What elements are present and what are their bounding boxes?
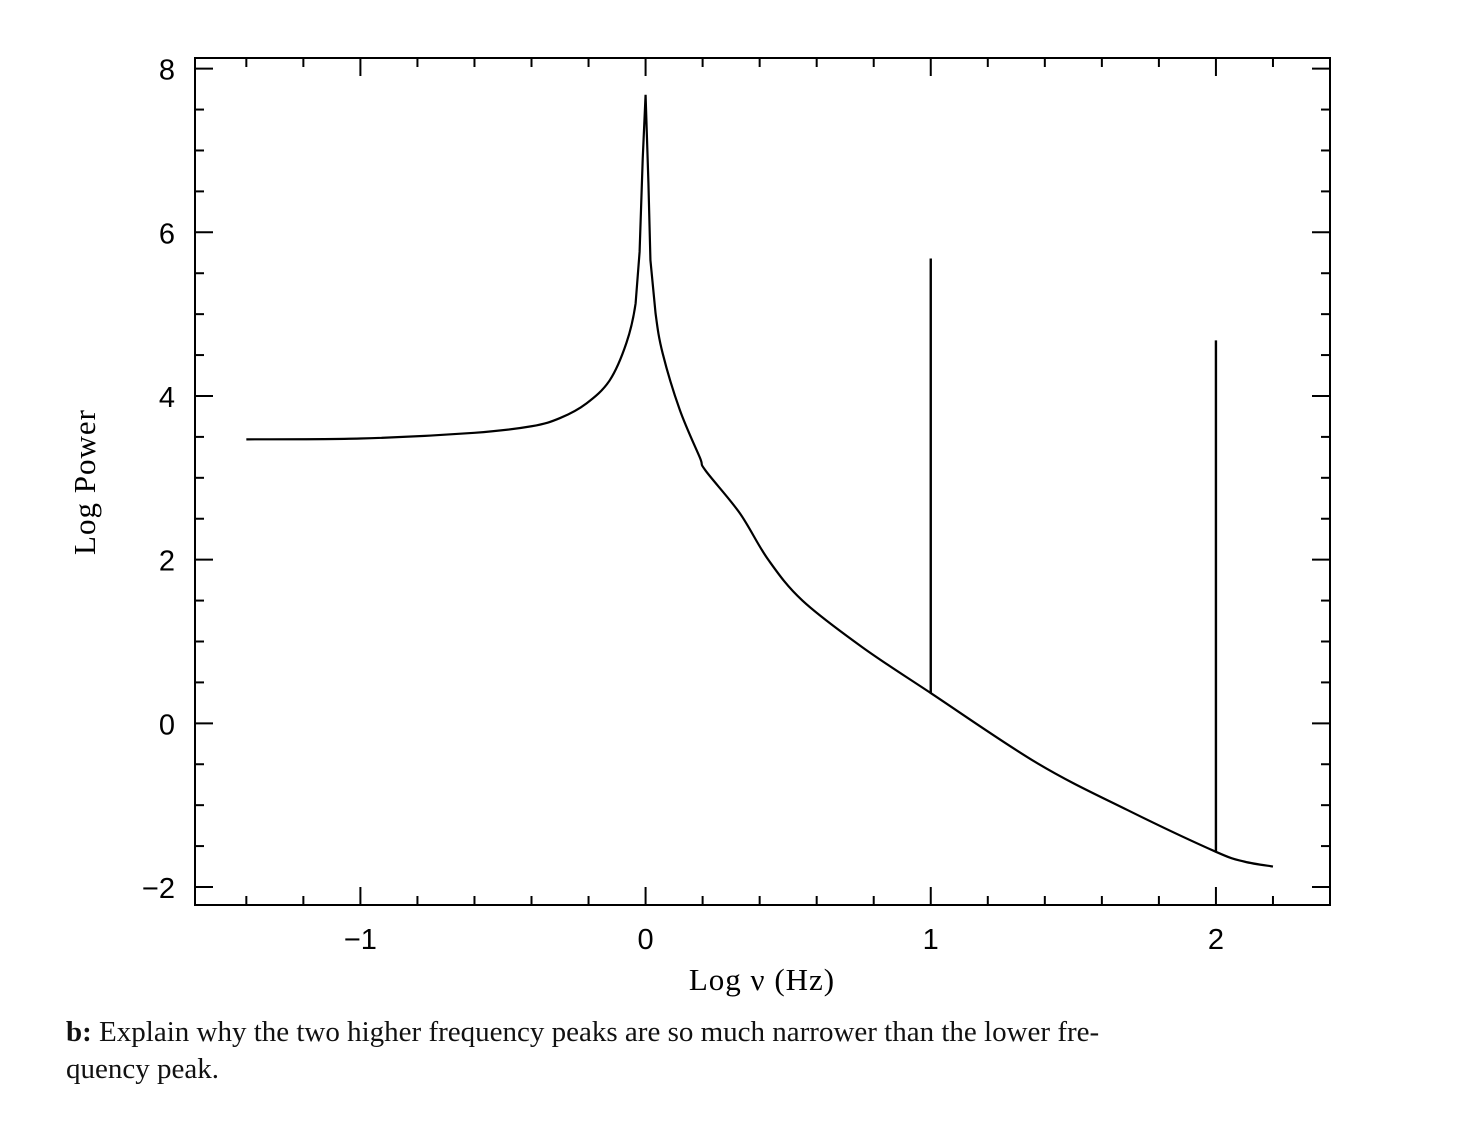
y-tick-label: −2	[142, 873, 175, 905]
caption-label: b:	[66, 1016, 92, 1048]
plot-frame	[194, 57, 1331, 906]
y-tick-label: 2	[159, 546, 175, 578]
x-axis-label: Log ν (Hz)	[689, 962, 835, 997]
axis-ticks	[195, 58, 1331, 905]
x-tick-label: −1	[344, 924, 377, 956]
x-tick-label: 2	[1208, 924, 1224, 956]
spectrum-curve	[246, 94, 1274, 868]
y-axis-label: Log Power	[67, 409, 102, 555]
y-tick-label: 6	[159, 218, 175, 250]
caption-line-1: Explain why the two higher frequency pea…	[99, 1016, 1100, 1048]
x-tick-label: 1	[923, 924, 939, 956]
tick-labels: −1 0 1 2 −2 0 2 4 6 8	[142, 55, 1224, 956]
data-marks	[246, 94, 1274, 868]
y-tick-label: 4	[159, 382, 175, 414]
y-tick-label: 8	[159, 55, 175, 87]
caption-line-2: quency peak.	[66, 1053, 219, 1085]
x-tick-label: 0	[638, 924, 654, 956]
figure-caption: b: Explain why the two higher frequency …	[66, 1014, 1446, 1088]
y-tick-label: 0	[159, 709, 175, 741]
